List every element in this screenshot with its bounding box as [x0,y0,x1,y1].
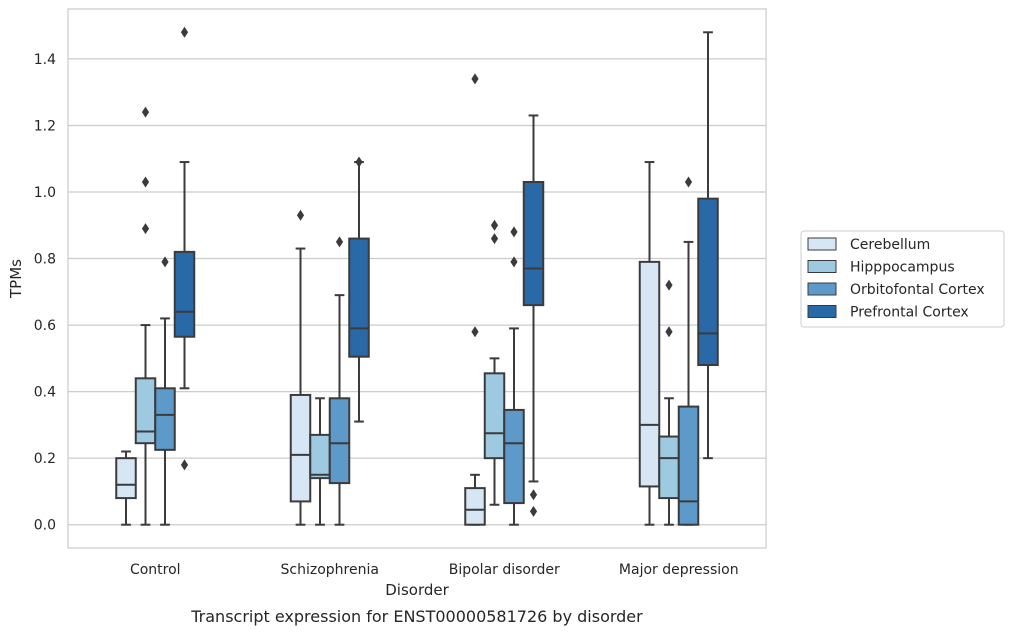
boxes-layer [115,26,719,526]
box-group [638,161,661,526]
outlier-point [141,223,150,235]
y-tick-label: 0.4 [34,385,56,401]
legend-label: Orbitofontal Cortex [850,282,985,298]
outlier-point [510,256,518,268]
box-iqr [677,405,700,526]
box-group [173,26,196,471]
plot-area-frame [67,8,767,549]
box-iqr [638,260,661,488]
outlier-point [665,279,673,291]
legend: Cerebellum Hipppocampus Orbitofontal Corte… [800,230,1005,328]
x-tick-label: Major depression [619,562,739,578]
outlier-point [335,236,344,248]
y-tick-label: 1.4 [34,52,56,68]
outlier-point [490,219,499,231]
y-tick-label: 0.8 [34,252,56,268]
outlier-point [490,233,499,245]
box-group [658,279,680,526]
legend-item: Cerebellum [807,237,930,253]
legend-swatch [807,260,837,273]
x-tick-label: Control [130,562,181,578]
outlier-point [529,489,538,501]
legend-label: Prefrontal Cortex [850,305,969,321]
box-iqr [289,393,312,503]
outlier-point [471,326,479,338]
legend-item: Orbitofontal Cortex [807,282,985,298]
box-group [154,256,176,526]
y-tick-label: 0.6 [34,318,56,334]
box-group [697,31,719,460]
x-axis-title: Disorder [385,581,449,599]
box-iqr [115,457,137,500]
outlier-point [180,459,189,471]
y-tick-label: 0.0 [34,518,56,534]
box-iqr [309,433,331,480]
x-tick-label: Bipolar disorder [449,562,560,578]
outlier-point [471,73,479,85]
box-group [115,450,137,526]
box-iqr [464,487,486,526]
legend-item: Hipppocampus [807,260,955,276]
box-group [503,226,525,526]
y-axis-title: TPMs [7,259,25,299]
box-group [464,73,486,526]
x-axis-ticks: Control Schizophrenia Bipolar disorder Majo… [130,562,739,578]
legend-item: Prefrontal Cortex [807,305,969,321]
legend-frame [800,230,1005,328]
y-tick-label: 0.2 [34,451,56,467]
y-tick-label: 1.0 [34,185,56,201]
box-iqr [154,387,176,451]
outlier-point [665,326,673,338]
figure-caption: Transcript expression for ENST0000058172… [190,607,643,626]
box-group [309,397,331,526]
box-group [134,106,157,526]
box-group [289,209,312,526]
box-iqr [134,377,157,445]
y-tick-label: 1.2 [34,118,56,134]
box-group [522,114,545,517]
box-group [348,156,370,423]
box-group [328,236,351,526]
outlier-point [355,156,363,168]
x-tick-label: Schizophrenia [281,562,379,578]
outlier-point [510,226,518,238]
box-iqr [658,435,680,500]
y-axis-ticks: 0.0 0.2 0.4 0.6 0.8 1.0 1.2 1.4 [34,52,56,534]
box-iqr [503,408,525,505]
outlier-point [180,26,189,38]
legend-swatch [807,305,837,318]
outlier-point [141,106,150,118]
legend-label: Hipppocampus [850,260,955,276]
box-group [483,219,506,506]
outlier-point [684,176,693,188]
outlier-point [161,256,169,268]
box-iqr [522,181,545,307]
box-iqr [173,250,196,338]
outlier-point [529,505,538,517]
legend-swatch [807,237,837,251]
box-group [677,176,700,526]
box-iqr [348,237,370,358]
box-iqr [483,372,506,460]
outlier-point [141,176,150,188]
legend-label: Cerebellum [850,237,930,253]
legend-swatch [807,282,837,296]
box-iqr [328,397,351,485]
box-iqr [697,197,719,367]
outlier-point [296,209,305,221]
